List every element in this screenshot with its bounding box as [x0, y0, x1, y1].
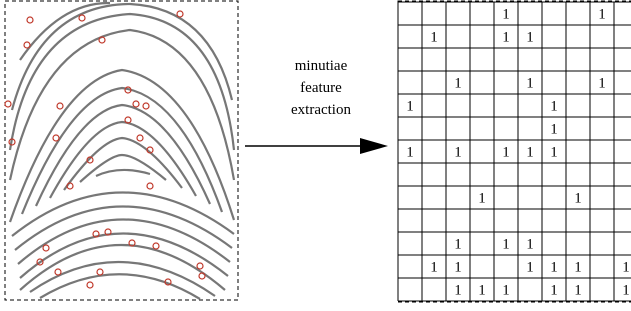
grid-cell: 1	[622, 283, 630, 299]
grid-cell: 1	[574, 283, 582, 299]
grid-cell: 1	[526, 76, 534, 92]
grid-cell: 1	[502, 237, 510, 253]
label-line: minutiae	[295, 58, 348, 74]
grid-cell: 1	[502, 7, 510, 23]
grid-cell: 1	[574, 260, 582, 276]
grid-cell: 1	[406, 145, 414, 161]
grid-cell: 1	[598, 7, 606, 23]
grid-cell: 1	[550, 283, 558, 299]
diagram: minutiaefeatureextraction 11111111111111…	[0, 0, 631, 311]
grid-cell: 1	[526, 237, 534, 253]
grid-cell: 1	[526, 30, 534, 46]
fingerprint	[5, 1, 238, 300]
grid-cell: 1	[502, 30, 510, 46]
grid-cell: 1	[550, 99, 558, 115]
grid-cell: 1	[454, 76, 462, 92]
grid-cell: 1	[550, 122, 558, 138]
grid-cell: 1	[526, 145, 534, 161]
grid-cell: 1	[574, 191, 582, 207]
grid-cell: 1	[454, 260, 462, 276]
grid-cell: 1	[526, 260, 534, 276]
grid-cell: 1	[550, 145, 558, 161]
arrow-head	[360, 138, 388, 154]
grid-cell: 1	[478, 283, 486, 299]
grid-cell: 1	[598, 76, 606, 92]
arrow-label: minutiae feature extraction	[291, 58, 351, 118]
grid-cell: 1	[454, 145, 462, 161]
grid-frame	[398, 1, 631, 302]
grid-cell: 1	[454, 237, 462, 253]
label-line: extraction	[291, 102, 351, 118]
grid-cell: 1	[622, 260, 630, 276]
grid-cell: 1	[502, 145, 510, 161]
figure: minutiaefeatureextraction 11111111111111…	[0, 0, 631, 311]
grid-cell: 1	[406, 99, 414, 115]
label-line: feature	[300, 80, 342, 96]
grid-cell: 1	[430, 260, 438, 276]
grid-cell: 1	[478, 191, 486, 207]
ridges	[10, 3, 234, 299]
grid-cell: 1	[550, 260, 558, 276]
grid-cell: 1	[454, 283, 462, 299]
grid-cell: 1	[430, 30, 438, 46]
grid-cell: 1	[502, 283, 510, 299]
arrow	[245, 138, 388, 154]
